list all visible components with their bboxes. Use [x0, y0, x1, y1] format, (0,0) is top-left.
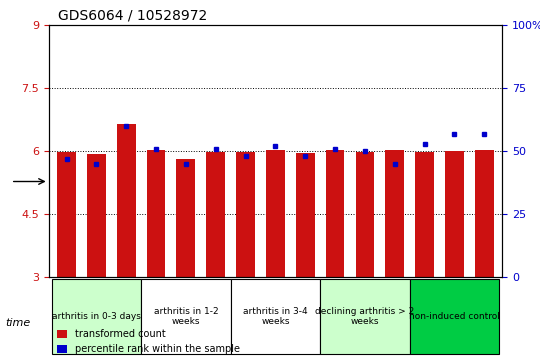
Bar [355, 152, 374, 277]
Bar [475, 150, 494, 277]
FancyBboxPatch shape [320, 279, 410, 354]
Text: arthritis in 1-2
weeks: arthritis in 1-2 weeks [153, 307, 218, 326]
Bar [206, 152, 225, 277]
Bar [117, 124, 136, 277]
Bar [177, 159, 195, 277]
Text: time: time [5, 318, 31, 328]
Bar [147, 150, 165, 277]
Text: arthritis in 3-4
weeks: arthritis in 3-4 weeks [243, 307, 308, 326]
Legend: transformed count, percentile rank within the sample: transformed count, percentile rank withi… [53, 326, 244, 358]
Bar [87, 154, 106, 277]
Bar [57, 152, 76, 277]
FancyBboxPatch shape [52, 279, 141, 354]
Bar [326, 150, 345, 277]
Text: GDS6064 / 10528972: GDS6064 / 10528972 [58, 9, 207, 23]
Bar [296, 152, 315, 277]
FancyBboxPatch shape [231, 279, 320, 354]
Text: arthritis in 0-3 days: arthritis in 0-3 days [52, 312, 141, 321]
Text: non-induced control: non-induced control [409, 312, 500, 321]
Text: declining arthritis > 2
weeks: declining arthritis > 2 weeks [315, 307, 415, 326]
Bar [386, 150, 404, 277]
FancyBboxPatch shape [141, 279, 231, 354]
Bar [236, 152, 255, 277]
FancyBboxPatch shape [410, 279, 499, 354]
Bar [415, 152, 434, 277]
Bar [266, 150, 285, 277]
Bar [445, 151, 464, 277]
